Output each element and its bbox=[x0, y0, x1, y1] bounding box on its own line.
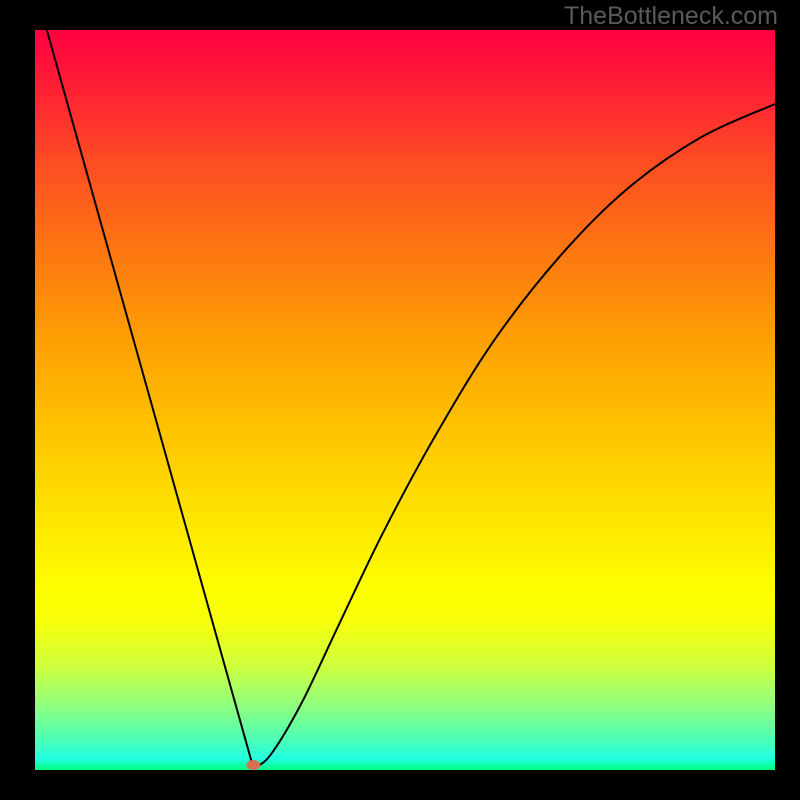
vertex-marker bbox=[246, 760, 260, 770]
watermark-text: TheBottleneck.com bbox=[564, 2, 778, 31]
chart-curve bbox=[35, 30, 775, 770]
curve-path bbox=[47, 30, 775, 768]
